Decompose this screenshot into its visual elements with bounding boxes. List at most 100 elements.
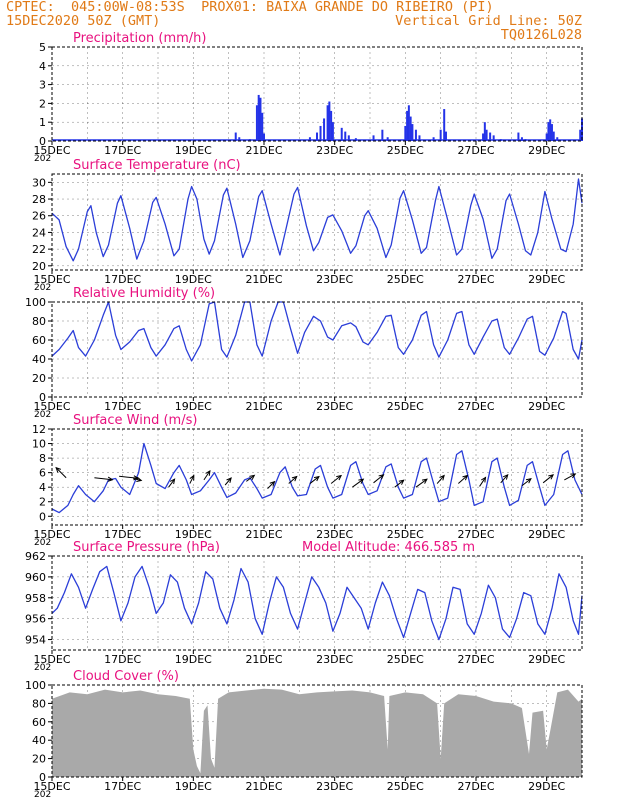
wind-arrow xyxy=(119,475,139,479)
y-tick-label: 100 xyxy=(25,296,46,309)
x-tick-label: 25DEC xyxy=(387,144,424,157)
panel-title-precip: Precipitation (mm/h) xyxy=(73,31,206,46)
y-tick-label: 4 xyxy=(39,60,46,73)
precip-bar xyxy=(404,125,407,141)
y-tick-label: 5 xyxy=(39,41,46,54)
header-model-code: TQ0126L028 xyxy=(500,27,582,43)
panel-title-cloud: Cloud Cover (%) xyxy=(73,669,179,684)
wind-arrow-head xyxy=(421,478,428,484)
y-tick-label: 20 xyxy=(32,260,46,273)
y-tick-label: 954 xyxy=(25,634,46,647)
x-tick-label: 15DEC xyxy=(33,400,70,413)
panel-pres xyxy=(48,555,583,654)
wind-arrow xyxy=(133,477,142,481)
wind-arrow-head xyxy=(226,477,232,483)
y-tick-label: 20 xyxy=(32,753,46,766)
x-tick-label: 17DEC xyxy=(104,273,141,286)
header-grid-line: Vertical Grid Line: 50Z xyxy=(395,13,582,29)
wind-arrow-head xyxy=(502,473,509,480)
x-tick-label: 15DEC xyxy=(33,144,70,157)
wind-arrow xyxy=(246,474,255,482)
panel-frame xyxy=(51,173,583,271)
x-tick-label: 17DEC xyxy=(104,780,141,793)
wind-arrow xyxy=(224,477,232,486)
precip-bar xyxy=(439,129,442,141)
precip-bar xyxy=(545,133,548,141)
precip-bar xyxy=(485,129,488,141)
x-tick-label: 27DEC xyxy=(457,780,494,793)
precip-bar xyxy=(344,131,347,141)
panel-frame xyxy=(51,555,583,651)
x-tick-label: 21DEC xyxy=(245,400,282,413)
wind-arrow-head xyxy=(378,474,385,480)
x-tick-label: 19DEC xyxy=(175,653,212,666)
wind-arrow xyxy=(352,478,364,488)
precip-bar xyxy=(330,110,333,141)
panel-temp xyxy=(48,173,583,274)
precip-bar xyxy=(326,105,329,141)
precip-bar xyxy=(550,124,553,141)
y-tick-label: 26 xyxy=(32,210,46,223)
y-tick-label: 0 xyxy=(39,391,46,404)
x-tick-label: 23DEC xyxy=(316,780,353,793)
wind-arrow xyxy=(168,478,176,488)
y-tick-label: 22 xyxy=(32,243,46,256)
wind-arrow-head xyxy=(439,474,445,481)
precip-bar xyxy=(418,135,421,141)
wind-arrow-head xyxy=(336,474,343,481)
wind-arrow-head xyxy=(55,466,62,473)
wind-arrow-head xyxy=(291,475,298,482)
wind-arrow-head xyxy=(570,473,577,479)
y-tick-label: 12 xyxy=(32,423,46,436)
x-axis-year: 202 xyxy=(34,663,51,673)
wind-arrow-head xyxy=(462,474,469,481)
wind-arrow-head xyxy=(205,469,211,476)
x-tick-label: 25DEC xyxy=(387,528,424,541)
y-tick-label: 4 xyxy=(39,481,46,494)
panel-title-rh: Relative Humidity (%) xyxy=(73,286,215,301)
y-tick-label: 60 xyxy=(32,334,46,347)
x-axis-year: 202 xyxy=(34,410,51,420)
y-tick-label: 30 xyxy=(32,176,46,189)
wind-arrow xyxy=(521,478,532,487)
x-tick-label: 25DEC xyxy=(387,400,424,413)
x-tick-label: 21DEC xyxy=(245,653,282,666)
wind-arrow xyxy=(415,478,428,488)
x-tick-label: 29DEC xyxy=(528,400,565,413)
precip-bar xyxy=(323,118,326,141)
x-tick-label: 21DEC xyxy=(245,273,282,286)
precip-bar xyxy=(238,137,241,141)
y-tick-label: 8 xyxy=(39,452,46,465)
precip-bar xyxy=(406,110,409,141)
y-tick-label: 1 xyxy=(39,116,46,129)
precip-bar xyxy=(432,137,435,141)
x-tick-label: 27DEC xyxy=(457,400,494,413)
x-tick-label: 29DEC xyxy=(528,144,565,157)
x-tick-label: 17DEC xyxy=(104,528,141,541)
rh-series-line xyxy=(51,301,583,362)
y-tick-label: 2 xyxy=(39,97,46,110)
precip-bar xyxy=(347,135,350,141)
wind-arrow xyxy=(267,481,275,489)
panel-frame xyxy=(51,301,583,398)
precip-bar xyxy=(411,124,414,141)
precip-bar xyxy=(483,122,486,141)
precip-bar xyxy=(308,137,311,141)
panel-frame xyxy=(51,428,583,526)
x-tick-label: 29DEC xyxy=(528,528,565,541)
y-tick-label: 3 xyxy=(39,79,46,92)
wind-arrow-head xyxy=(525,478,532,484)
y-tick-label: 10 xyxy=(32,438,46,451)
wind-arrow-head xyxy=(107,476,114,482)
x-axis-year: 202 xyxy=(34,154,51,164)
x-tick-label: 23DEC xyxy=(316,400,353,413)
panel-title-wind: Surface Wind (m/s) xyxy=(73,413,197,428)
wind-arrow xyxy=(309,476,320,484)
precip-bar xyxy=(331,122,334,141)
y-tick-label: 960 xyxy=(25,571,46,584)
wind-arrow-head xyxy=(398,479,405,485)
x-tick-label: 23DEC xyxy=(316,528,353,541)
wind-arrow xyxy=(203,470,211,481)
precip-bar xyxy=(257,94,260,141)
model-altitude-label: Model Altitude: 466.585 m xyxy=(302,540,475,555)
